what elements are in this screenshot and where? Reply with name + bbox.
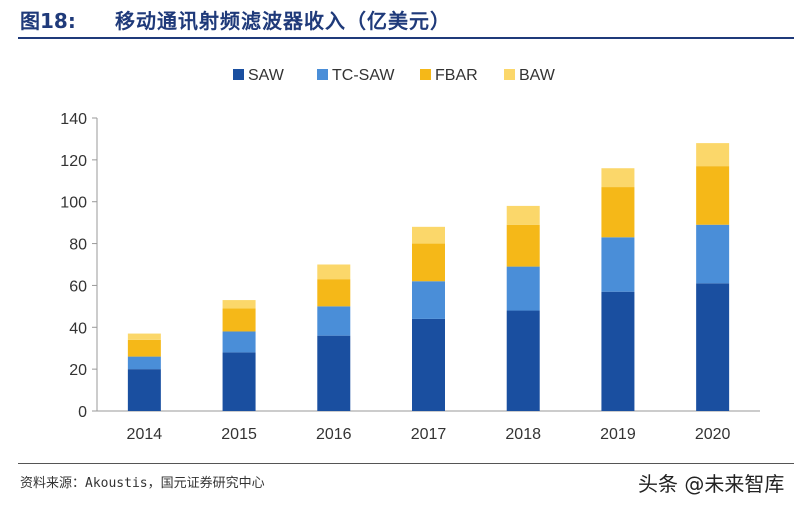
bar-saw-2020 xyxy=(696,283,730,411)
bar-saw-2017 xyxy=(412,318,445,411)
bar-baw-2016 xyxy=(317,264,351,280)
bar-fbar-2017 xyxy=(412,243,445,282)
legend-swatch-baw xyxy=(504,69,515,80)
bar-tc-saw-2015 xyxy=(222,331,256,353)
bar-baw-2018 xyxy=(506,205,540,225)
legend-swatch-tc-saw xyxy=(317,69,328,80)
y-tick-label: 140 xyxy=(60,111,87,128)
watermark: 头条 @未来智库 xyxy=(638,472,785,496)
bar-fbar-2014 xyxy=(127,339,161,357)
legend-label-saw: SAW xyxy=(248,67,285,84)
x-tick-label: 2020 xyxy=(695,426,731,443)
source-note: 资料来源：Akoustis，国元证券研究中心 xyxy=(20,476,265,491)
y-tick-label: 60 xyxy=(69,278,87,295)
title-bar: 图18: 移动通讯射频滤波器收入（亿美元） xyxy=(0,0,808,38)
top-rule xyxy=(18,37,794,39)
bar-tc-saw-2019 xyxy=(601,237,635,292)
x-tick-label: 2019 xyxy=(600,426,636,443)
x-tick-label: 2017 xyxy=(411,426,447,443)
bar-saw-2018 xyxy=(506,310,540,411)
y-tick-label: 120 xyxy=(60,153,87,170)
x-tick-label: 2016 xyxy=(316,426,352,443)
bar-fbar-2019 xyxy=(601,187,635,238)
bar-saw-2019 xyxy=(601,291,635,411)
bottom-rule xyxy=(18,463,794,464)
y-tick-label: 100 xyxy=(60,195,87,212)
bar-fbar-2015 xyxy=(222,308,256,332)
legend-swatch-fbar xyxy=(420,69,431,80)
bar-baw-2014 xyxy=(127,333,161,340)
bar-saw-2016 xyxy=(317,335,351,411)
bar-baw-2019 xyxy=(601,168,635,188)
x-tick-label: 2018 xyxy=(505,426,541,443)
bar-tc-saw-2016 xyxy=(317,306,351,336)
figure-number: 图18: xyxy=(20,9,76,33)
bar-saw-2014 xyxy=(127,369,161,411)
legend-swatch-saw xyxy=(233,69,244,80)
x-tick-label: 2015 xyxy=(221,426,257,443)
bar-baw-2015 xyxy=(222,300,256,309)
legend-label-tc-saw: TC-SAW xyxy=(332,67,395,84)
bar-saw-2015 xyxy=(222,352,256,411)
legend-label-fbar: FBAR xyxy=(435,67,478,84)
y-tick-label: 0 xyxy=(78,404,87,421)
stacked-bar-chart: SAW TC-SAW FBAR BAW 0 20 40 60 80 100 120 140 2014 20… xyxy=(60,67,760,443)
bar-fbar-2018 xyxy=(506,224,540,267)
figure-title: 移动通讯射频滤波器收入（亿美元） xyxy=(115,9,451,33)
bar-baw-2020 xyxy=(696,143,730,167)
legend-label-baw: BAW xyxy=(519,67,556,84)
bar-tc-saw-2017 xyxy=(412,281,445,319)
y-tick-label: 80 xyxy=(69,237,87,254)
bar-fbar-2016 xyxy=(317,279,351,307)
bar-tc-saw-2018 xyxy=(506,266,540,311)
y-tick-label: 40 xyxy=(69,320,87,337)
y-tick-label: 20 xyxy=(69,362,87,379)
x-tick-label: 2014 xyxy=(127,426,163,443)
bar-tc-saw-2014 xyxy=(127,356,161,370)
bar-tc-saw-2020 xyxy=(696,224,730,284)
bar-baw-2017 xyxy=(412,226,445,244)
bar-fbar-2020 xyxy=(696,166,730,225)
